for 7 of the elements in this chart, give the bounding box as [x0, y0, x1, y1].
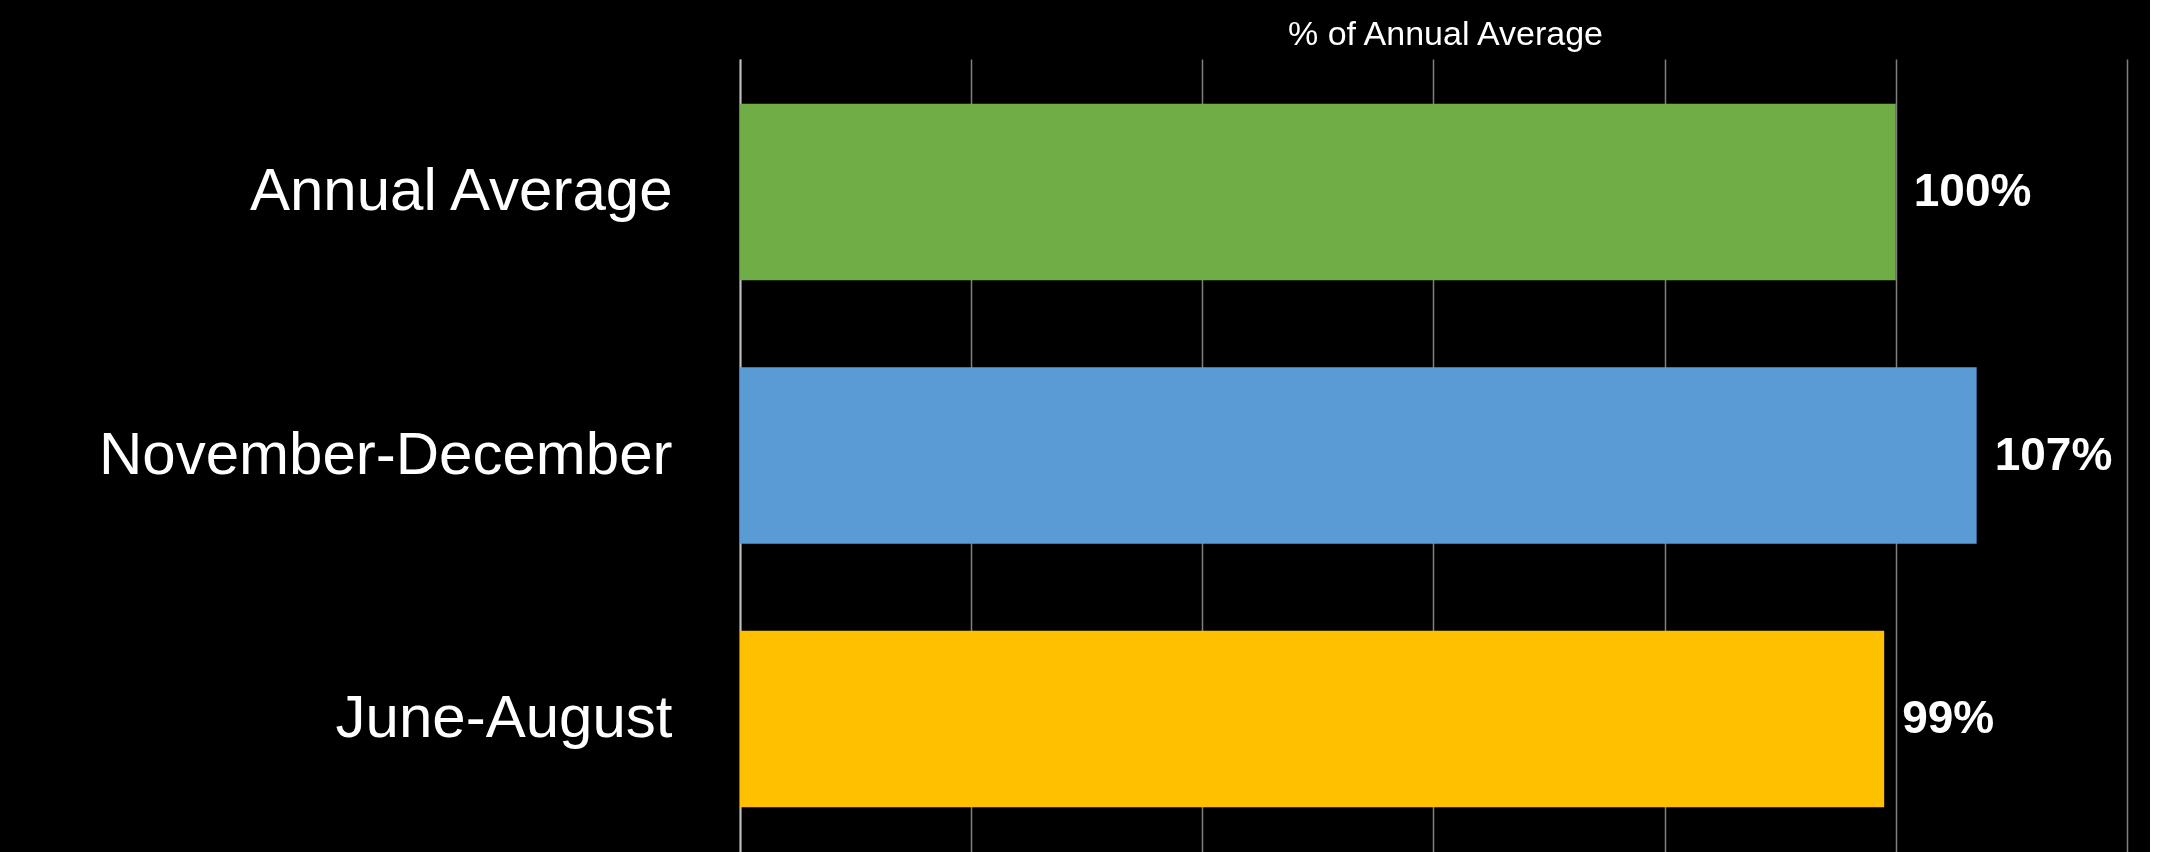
- x-axis-title: % of Annual Average: [1287, 13, 1604, 52]
- y-tick-label: June-August: [335, 682, 673, 750]
- data-label: 100%: [1913, 164, 2032, 217]
- data-label: 107%: [1994, 427, 2113, 480]
- data-label: 99%: [1902, 690, 1995, 743]
- y-tick-label: Annual Average: [249, 156, 673, 224]
- y-tick-label: November-December: [98, 419, 673, 487]
